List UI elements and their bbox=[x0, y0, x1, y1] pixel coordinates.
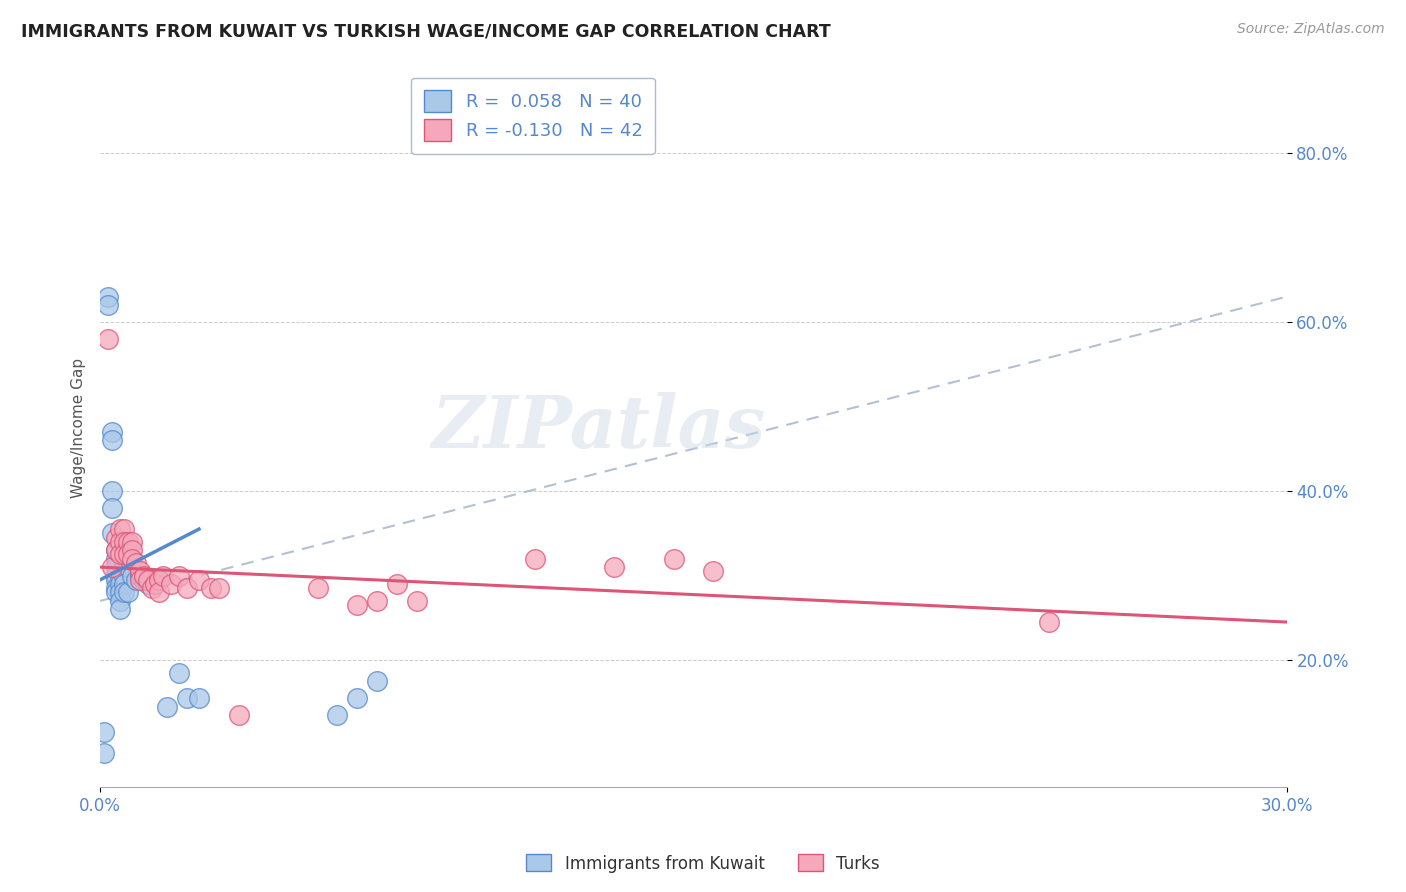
Point bbox=[385, 577, 408, 591]
Point bbox=[132, 568, 155, 582]
Point bbox=[1038, 615, 1060, 629]
Point bbox=[346, 598, 368, 612]
Point bbox=[152, 568, 174, 582]
Point bbox=[104, 573, 127, 587]
Point bbox=[108, 602, 131, 616]
Point bbox=[121, 551, 143, 566]
Point bbox=[136, 573, 159, 587]
Point bbox=[112, 577, 135, 591]
Point bbox=[145, 577, 167, 591]
Point bbox=[104, 543, 127, 558]
Point bbox=[121, 568, 143, 582]
Point bbox=[125, 573, 148, 587]
Point bbox=[136, 577, 159, 591]
Point bbox=[104, 543, 127, 558]
Point bbox=[524, 551, 547, 566]
Point bbox=[228, 708, 250, 723]
Point bbox=[128, 565, 150, 579]
Point bbox=[108, 585, 131, 599]
Point bbox=[366, 674, 388, 689]
Point bbox=[167, 665, 190, 680]
Point bbox=[112, 585, 135, 599]
Point bbox=[132, 573, 155, 587]
Point bbox=[176, 691, 198, 706]
Point bbox=[101, 425, 124, 439]
Point bbox=[200, 581, 222, 595]
Point bbox=[97, 290, 120, 304]
Point bbox=[307, 581, 329, 595]
Point bbox=[108, 568, 131, 582]
Point bbox=[188, 573, 211, 587]
Point bbox=[112, 568, 135, 582]
Point bbox=[104, 551, 127, 566]
Point bbox=[141, 581, 163, 595]
Point bbox=[97, 332, 120, 346]
Point bbox=[366, 594, 388, 608]
Point bbox=[104, 581, 127, 595]
Point bbox=[121, 543, 143, 558]
Point bbox=[101, 526, 124, 541]
Point bbox=[125, 556, 148, 570]
Point bbox=[188, 691, 211, 706]
Point bbox=[346, 691, 368, 706]
Point bbox=[104, 560, 127, 574]
Point bbox=[117, 560, 139, 574]
Point bbox=[108, 522, 131, 536]
Point bbox=[108, 577, 131, 591]
Point bbox=[148, 585, 170, 599]
Point bbox=[603, 560, 626, 574]
Y-axis label: Wage/Income Gap: Wage/Income Gap bbox=[72, 358, 86, 498]
Point bbox=[112, 560, 135, 574]
Point bbox=[326, 708, 349, 723]
Text: IMMIGRANTS FROM KUWAIT VS TURKISH WAGE/INCOME GAP CORRELATION CHART: IMMIGRANTS FROM KUWAIT VS TURKISH WAGE/I… bbox=[21, 22, 831, 40]
Point bbox=[702, 565, 724, 579]
Point bbox=[97, 298, 120, 312]
Point bbox=[176, 581, 198, 595]
Point bbox=[93, 746, 115, 760]
Point bbox=[156, 699, 179, 714]
Point bbox=[405, 594, 427, 608]
Point bbox=[128, 573, 150, 587]
Point bbox=[148, 573, 170, 587]
Point bbox=[108, 594, 131, 608]
Point bbox=[101, 434, 124, 448]
Point bbox=[117, 534, 139, 549]
Point bbox=[101, 484, 124, 499]
Point bbox=[112, 548, 135, 562]
Point bbox=[160, 577, 183, 591]
Point bbox=[167, 568, 190, 582]
Point bbox=[101, 560, 124, 574]
Point bbox=[117, 585, 139, 599]
Point bbox=[208, 581, 231, 595]
Point bbox=[101, 500, 124, 515]
Point bbox=[112, 534, 135, 549]
Point bbox=[104, 568, 127, 582]
Point bbox=[117, 548, 139, 562]
Point bbox=[104, 531, 127, 545]
Point bbox=[121, 534, 143, 549]
Legend: R =  0.058   N = 40, R = -0.130   N = 42: R = 0.058 N = 40, R = -0.130 N = 42 bbox=[412, 78, 655, 154]
Point bbox=[108, 548, 131, 562]
Legend: Immigrants from Kuwait, Turks: Immigrants from Kuwait, Turks bbox=[520, 847, 886, 880]
Text: ZIPatlas: ZIPatlas bbox=[432, 392, 765, 463]
Text: Source: ZipAtlas.com: Source: ZipAtlas.com bbox=[1237, 22, 1385, 37]
Point bbox=[108, 534, 131, 549]
Point bbox=[662, 551, 685, 566]
Point bbox=[148, 573, 170, 587]
Point bbox=[104, 585, 127, 599]
Point bbox=[93, 725, 115, 739]
Point bbox=[112, 522, 135, 536]
Point bbox=[128, 568, 150, 582]
